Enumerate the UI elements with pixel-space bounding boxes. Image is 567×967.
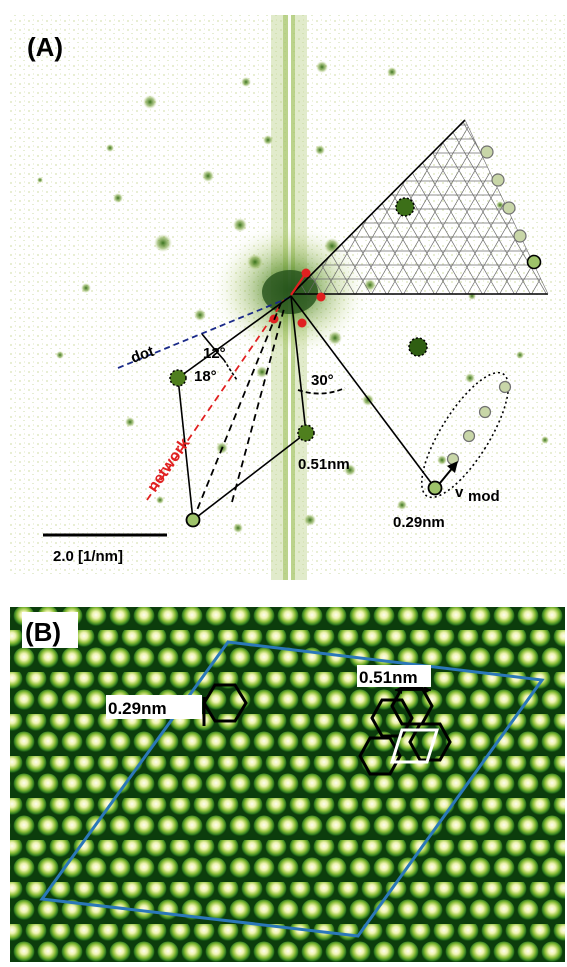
panel-a: (A) dot network 12° 18° 30° 0.51nm 0.29n… bbox=[10, 15, 565, 580]
construct-dashed-2 bbox=[231, 304, 286, 503]
hexagon-cluster bbox=[358, 686, 452, 776]
modulation-ellipse bbox=[420, 371, 510, 499]
label-box-051 bbox=[357, 665, 431, 687]
angle-arc-30 bbox=[297, 387, 346, 395]
lattice-point-dark bbox=[526, 254, 542, 270]
angle-arc-18 bbox=[223, 359, 238, 381]
label-051: 0.51nm bbox=[359, 668, 418, 687]
scale-bar-label: 2.0 [1/nm] bbox=[53, 548, 123, 565]
measure-arrow-left bbox=[395, 686, 402, 694]
panel-b-label: (B) bbox=[25, 617, 61, 647]
panel-b: 0.51nm 0.29nm (B) bbox=[10, 607, 565, 962]
supercell-outline bbox=[39, 640, 545, 938]
vmod-subscript: mod bbox=[468, 488, 500, 505]
measure-arrow-right bbox=[424, 686, 431, 694]
spot-029 bbox=[427, 480, 443, 496]
panel-a-label: (A) bbox=[27, 32, 63, 62]
angle-30-label: 30° bbox=[311, 372, 334, 389]
dotted-spot bbox=[395, 197, 415, 217]
modulation-spots bbox=[446, 380, 512, 466]
dot-label: dot bbox=[129, 343, 157, 367]
dist-029-label: 0.29nm bbox=[393, 514, 445, 531]
unit-cell-white bbox=[389, 728, 440, 764]
label-box-b bbox=[22, 612, 78, 648]
spot-right-dotted bbox=[408, 337, 428, 357]
lattice-point bbox=[480, 145, 494, 159]
lattice-point bbox=[502, 201, 516, 215]
dot-dashed-line bbox=[117, 296, 292, 369]
vmod-label: v bbox=[455, 484, 464, 501]
sector-edge-upper bbox=[290, 119, 466, 296]
spot-bottom-left bbox=[185, 512, 201, 528]
spot-051 bbox=[297, 424, 315, 442]
dist-051-label: 0.51nm bbox=[298, 456, 350, 473]
construct-dashed-1 bbox=[192, 302, 282, 521]
label-029: 0.29nm bbox=[108, 699, 167, 718]
label-box-029 bbox=[106, 695, 202, 719]
lattice-point bbox=[491, 173, 505, 187]
angle-arc-12 bbox=[201, 333, 225, 361]
angle-12-label: 12° bbox=[203, 345, 226, 362]
lattice-point bbox=[513, 229, 527, 243]
red-ray bbox=[290, 272, 307, 296]
stm-atom-lattice bbox=[10, 607, 565, 962]
angle-18-label: 18° bbox=[194, 368, 217, 385]
construction-lines bbox=[177, 295, 436, 521]
network-dashed-line bbox=[146, 299, 285, 501]
spot-dot-left bbox=[169, 369, 187, 387]
vmod-arrow-head bbox=[447, 461, 458, 473]
